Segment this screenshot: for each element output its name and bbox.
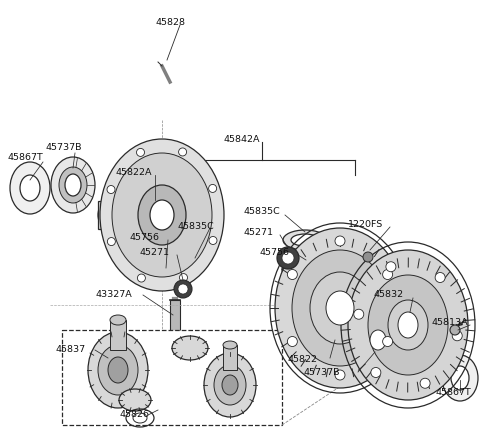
Ellipse shape (98, 200, 122, 230)
Text: 45867T: 45867T (436, 388, 472, 397)
Circle shape (335, 236, 345, 246)
Circle shape (178, 284, 188, 294)
Text: 45737B: 45737B (304, 368, 340, 377)
Ellipse shape (310, 272, 370, 344)
Text: 45756: 45756 (130, 233, 160, 242)
Text: 43327A: 43327A (96, 290, 133, 299)
Circle shape (354, 309, 364, 319)
Ellipse shape (292, 263, 320, 277)
Circle shape (335, 370, 345, 380)
Ellipse shape (291, 234, 319, 246)
Ellipse shape (51, 157, 95, 213)
Ellipse shape (275, 228, 405, 388)
Bar (62, 330, 282, 425)
Bar (110, 320, 126, 350)
Circle shape (174, 280, 192, 298)
Text: 45828: 45828 (155, 18, 185, 27)
Ellipse shape (368, 275, 448, 375)
Ellipse shape (65, 174, 81, 196)
Ellipse shape (222, 375, 238, 395)
Ellipse shape (146, 269, 186, 287)
Ellipse shape (20, 175, 40, 201)
Circle shape (282, 252, 294, 264)
Text: 45813A: 45813A (432, 318, 468, 327)
Ellipse shape (98, 345, 138, 395)
Text: 45837: 45837 (56, 345, 86, 354)
Circle shape (383, 336, 393, 346)
Text: 45822A: 45822A (116, 168, 153, 177)
Ellipse shape (100, 139, 224, 291)
Text: 45756: 45756 (260, 248, 290, 257)
Ellipse shape (154, 273, 178, 283)
Ellipse shape (150, 200, 174, 230)
Ellipse shape (110, 315, 126, 325)
Ellipse shape (348, 250, 468, 400)
Circle shape (137, 274, 145, 282)
Text: 45826: 45826 (119, 410, 149, 419)
Ellipse shape (59, 167, 87, 203)
Ellipse shape (104, 207, 116, 223)
Circle shape (288, 336, 298, 346)
Circle shape (277, 247, 299, 269)
Ellipse shape (370, 330, 386, 350)
Ellipse shape (442, 355, 478, 401)
Circle shape (288, 269, 298, 279)
Ellipse shape (398, 312, 418, 338)
Ellipse shape (283, 230, 327, 250)
Ellipse shape (10, 162, 50, 214)
Ellipse shape (282, 258, 330, 282)
Circle shape (209, 236, 217, 245)
Ellipse shape (388, 300, 428, 350)
Bar (98, 201, 148, 229)
Ellipse shape (214, 365, 246, 405)
Text: 45842A: 45842A (224, 135, 261, 144)
Circle shape (435, 272, 445, 282)
Text: 45271: 45271 (244, 228, 274, 237)
Text: 1220FS: 1220FS (348, 220, 383, 229)
Ellipse shape (155, 247, 199, 267)
Circle shape (107, 185, 115, 194)
Circle shape (179, 148, 187, 156)
Circle shape (383, 269, 393, 279)
Ellipse shape (204, 353, 256, 417)
Text: 45835C: 45835C (177, 222, 214, 231)
Ellipse shape (172, 336, 208, 360)
Circle shape (450, 325, 460, 335)
Ellipse shape (353, 308, 403, 372)
Ellipse shape (163, 251, 191, 263)
Circle shape (108, 238, 115, 246)
Text: 45271: 45271 (140, 248, 170, 257)
Ellipse shape (451, 366, 469, 390)
Ellipse shape (292, 250, 388, 366)
Text: 45737B: 45737B (46, 143, 83, 152)
Ellipse shape (138, 185, 186, 245)
Circle shape (452, 331, 462, 341)
Text: 45822: 45822 (287, 355, 317, 364)
Ellipse shape (363, 320, 393, 360)
Circle shape (420, 378, 430, 388)
Text: 45835C: 45835C (243, 207, 280, 216)
Ellipse shape (223, 341, 237, 349)
Bar (223, 345, 237, 370)
Circle shape (371, 368, 381, 378)
Text: 45867T: 45867T (8, 153, 44, 162)
Circle shape (180, 274, 188, 281)
Circle shape (209, 184, 216, 192)
Ellipse shape (88, 332, 148, 408)
Ellipse shape (326, 291, 354, 325)
Ellipse shape (112, 153, 212, 277)
Bar (170, 300, 180, 340)
Circle shape (386, 262, 396, 272)
Ellipse shape (119, 389, 151, 411)
Text: 45832: 45832 (374, 290, 404, 299)
Circle shape (363, 252, 373, 262)
Circle shape (136, 149, 144, 156)
Ellipse shape (108, 357, 128, 383)
